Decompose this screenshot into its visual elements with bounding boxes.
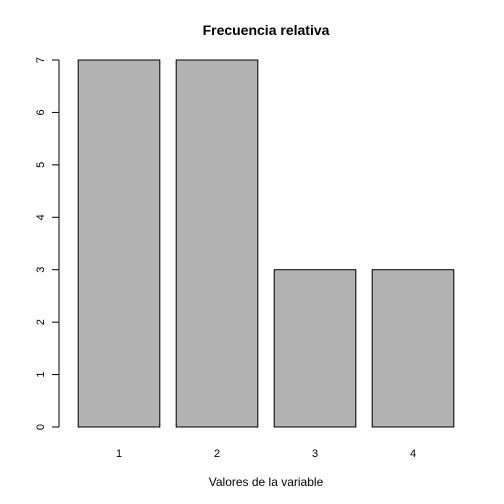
y-tick-label: 0 (35, 424, 47, 430)
y-tick-label: 3 (35, 267, 47, 273)
y-tick-label: 5 (35, 162, 47, 168)
x-tick-label: 4 (410, 448, 416, 460)
y-tick-label: 4 (35, 214, 47, 220)
y-tick-label: 6 (35, 109, 47, 115)
y-tick-label: 1 (35, 372, 47, 378)
bar (371, 269, 455, 428)
x-tick-label: 3 (312, 448, 318, 460)
chart-title: Frecuencia relativa (203, 22, 330, 38)
y-tick-label: 7 (35, 57, 47, 63)
y-tick-label: 2 (35, 319, 47, 325)
x-axis-label: Valores de la variable (209, 475, 324, 489)
x-tick-label: 2 (214, 448, 220, 460)
bar (273, 269, 357, 428)
bar (175, 59, 259, 428)
x-tick-label: 1 (116, 448, 122, 460)
bar (77, 59, 161, 428)
y-axis: 0 1 2 3 4 5 6 7 (35, 57, 60, 430)
bars (77, 59, 455, 428)
x-tick-labels: 1 2 3 4 (116, 448, 416, 460)
